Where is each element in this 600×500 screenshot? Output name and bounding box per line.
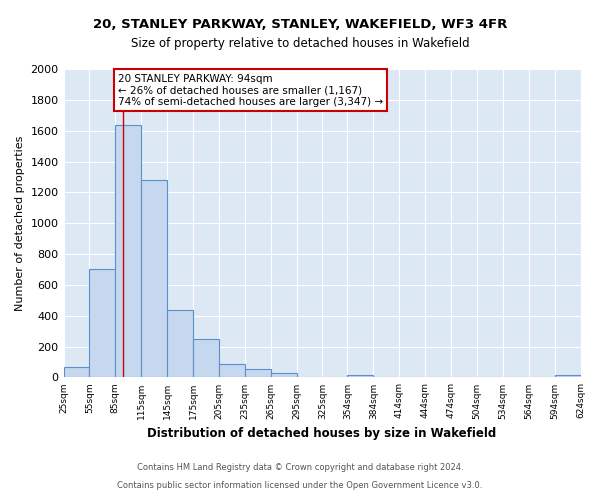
- Bar: [193, 339, 219, 378]
- Text: Contains HM Land Registry data © Crown copyright and database right 2024.: Contains HM Land Registry data © Crown c…: [137, 464, 463, 472]
- Text: Size of property relative to detached houses in Wakefield: Size of property relative to detached ho…: [131, 38, 469, 51]
- Text: 20, STANLEY PARKWAY, STANLEY, WAKEFIELD, WF3 4FR: 20, STANLEY PARKWAY, STANLEY, WAKEFIELD,…: [93, 18, 507, 30]
- Bar: [271, 373, 296, 378]
- Bar: [141, 180, 167, 378]
- Bar: [245, 369, 271, 378]
- Bar: [219, 364, 245, 378]
- Bar: [347, 375, 373, 378]
- Text: 20 STANLEY PARKWAY: 94sqm
← 26% of detached houses are smaller (1,167)
74% of se: 20 STANLEY PARKWAY: 94sqm ← 26% of detac…: [118, 74, 383, 107]
- Y-axis label: Number of detached properties: Number of detached properties: [15, 136, 25, 311]
- Bar: [89, 270, 115, 378]
- Text: Contains public sector information licensed under the Open Government Licence v3: Contains public sector information licen…: [118, 481, 482, 490]
- X-axis label: Distribution of detached houses by size in Wakefield: Distribution of detached houses by size …: [148, 427, 497, 440]
- Bar: [64, 366, 89, 378]
- Bar: [115, 124, 141, 378]
- Bar: [554, 375, 581, 378]
- Bar: [167, 310, 193, 378]
